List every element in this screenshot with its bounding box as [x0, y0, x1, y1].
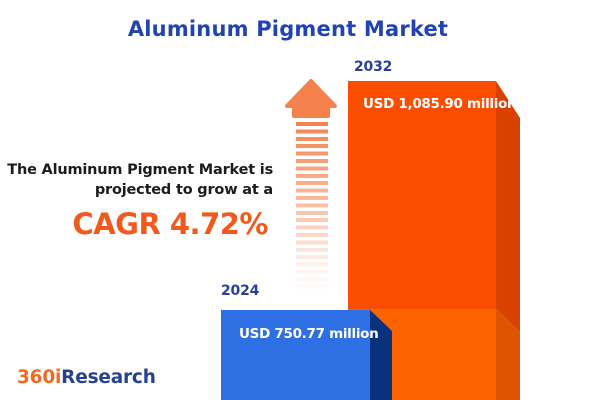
bar-2032-side-top — [496, 81, 520, 332]
bar-2032-front-top — [348, 81, 496, 309]
logo-part-360i: 360i — [17, 367, 62, 388]
cagr-value: CAGR 4.72% — [72, 207, 268, 241]
bar-2024-side — [370, 310, 392, 400]
annotation-line-1: The Aluminum Pigment Market is — [7, 162, 273, 178]
growth-arrow-fade-overlay — [296, 122, 328, 292]
growth-arrow-head-icon — [285, 79, 337, 118]
annotation-line-2: projected to grow at a — [94, 181, 273, 198]
value-label-2032: USD 1,085.90 million — [363, 96, 517, 112]
year-label-2032: 2032 — [354, 59, 393, 75]
chart-title: Aluminum Pigment Market — [127, 17, 449, 41]
company-logo: 360iResearch — [17, 367, 156, 388]
bar-2032-side-bottom — [496, 309, 520, 400]
annotation-block: The Aluminum Pigment Market is projected… — [0, 161, 273, 241]
year-label-2024: 2024 — [221, 283, 260, 299]
value-label-2024: USD 750.77 million — [239, 326, 379, 342]
bar-2024-front — [221, 310, 370, 400]
logo-part-research: Research — [61, 367, 156, 388]
